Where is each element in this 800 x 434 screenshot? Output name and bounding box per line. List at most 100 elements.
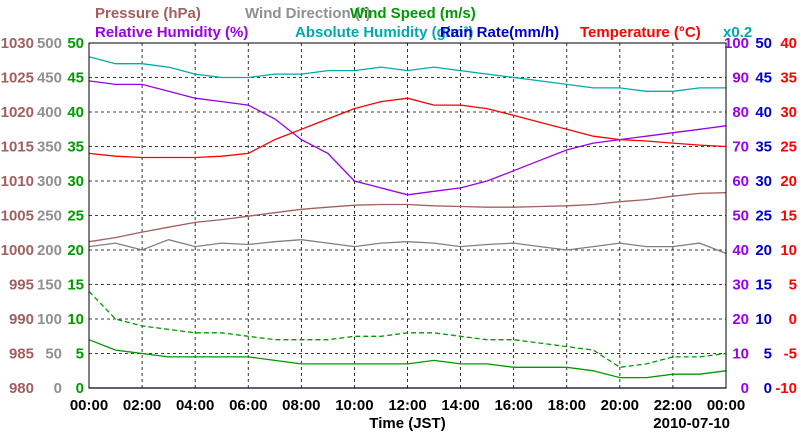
right-axes: 0102030405060708090100051015202530354045… [724,35,797,397]
temperature-tick-4: 10 [780,242,797,259]
legend-row2-3: Temperature (°C) [580,24,701,41]
pressure-tick-5: 1005 [1,208,34,225]
wind_speed-tick-5: 25 [67,208,84,225]
relative_humidity-tick-1: 10 [732,346,749,363]
series-wind-direction [88,239,727,255]
legend-row1-0: Pressure (hPa) [95,5,201,22]
relative_humidity-tick-4: 40 [732,242,749,259]
rain_rate-tick-5: 25 [755,208,772,225]
x-tick-1: 02:00 [123,397,161,414]
temperature-tick-0: -10 [775,380,797,397]
temperature-tick-9: 35 [780,70,797,87]
x-axis: 00:00 02:00 04:00 06:00 08:00 10:00 12:00 14:00… [70,397,745,432]
wind_speed-tick-8: 40 [67,104,84,121]
legend-row2-2: Rain Rate(mm/h) [440,24,559,41]
pressure-tick-0: 980 [9,380,34,397]
wind_speed-tick-3: 15 [67,277,84,294]
x-tick-11: 22:00 [654,397,692,414]
rain_rate-tick-2: 10 [755,311,772,328]
wind_speed-tick-6: 30 [67,173,84,190]
wind_direction-tick-10: 500 [37,35,62,52]
temperature-tick-5: 15 [780,208,797,225]
x-tick-12: 00:00 [707,397,745,414]
series-wind-speed [88,339,727,379]
wind_direction-tick-1: 50 [45,346,62,363]
wind_direction-tick-9: 450 [37,70,62,87]
temperature-tick-10: 40 [780,35,797,52]
plot-frame [88,42,727,389]
x-tick-6: 12:00 [388,397,426,414]
x-tick-0: 00:00 [70,397,108,414]
legend: Pressure (hPa) Wind Direction (°)Wind Spe… [95,5,752,41]
pressure-tick-9: 1025 [1,70,34,87]
wind_speed-tick-4: 20 [67,242,84,259]
legend-row2-4: x0.2 [723,24,752,41]
series-temperature [88,97,727,159]
wind_direction-tick-4: 200 [37,242,62,259]
wind_direction-tick-7: 350 [37,139,62,156]
wind_direction-tick-3: 150 [37,277,62,294]
relative_humidity-tick-3: 30 [732,277,749,294]
series-absolute-humidity-x0-2 [88,56,726,92]
wind_direction-tick-6: 300 [37,173,62,190]
pressure-tick-1: 985 [9,346,34,363]
x-tick-10: 20:00 [601,397,639,414]
x-tick-9: 18:00 [548,397,586,414]
pressure-tick-3: 995 [9,277,34,294]
pressure-tick-10: 1030 [1,35,34,52]
wind_direction-tick-0: 0 [54,380,62,397]
relative_humidity-tick-8: 80 [732,104,749,121]
series-pressure [88,192,727,243]
wind_direction-tick-5: 250 [37,208,62,225]
legend-row1-2: Wind Speed (m/s) [350,5,476,22]
x-tick-3: 06:00 [229,397,267,414]
temperature-tick-1: -5 [784,346,797,363]
x-tick-5: 10:00 [335,397,373,414]
relative_humidity-tick-7: 70 [732,139,749,156]
x-tick-4: 08:00 [282,397,320,414]
rain_rate-tick-0: 0 [764,380,772,397]
date-label: 2010-07-10 [653,415,730,432]
wind_speed-tick-2: 10 [67,311,84,328]
legend-row2-0: Relative Humidity (%) [95,24,248,41]
x-tick-8: 16:00 [494,397,532,414]
legend-row2-1: Absolute Humidity (g/m³) [295,24,473,41]
wind_speed-tick-7: 35 [67,139,84,156]
relative_humidity-tick-2: 20 [732,311,749,328]
grid [89,43,726,388]
wind_speed-tick-0: 0 [76,380,84,397]
rain_rate-tick-6: 30 [755,173,772,190]
temperature-tick-6: 20 [780,173,797,190]
pressure-tick-2: 990 [9,311,34,328]
rain_rate-tick-3: 15 [755,277,772,294]
temperature-tick-2: 0 [789,311,797,328]
left-axes: 9809859909951000100510101015102010251030… [1,35,84,397]
x-tick-7: 14:00 [441,397,479,414]
rain_rate-tick-4: 20 [755,242,772,259]
relative_humidity-tick-6: 60 [732,173,749,190]
relative_humidity-tick-10: 100 [724,35,749,52]
wind_speed-tick-10: 50 [67,35,84,52]
rain_rate-tick-10: 50 [755,35,772,52]
x-axis-label: Time (JST) [369,415,445,432]
pressure-tick-4: 1000 [1,242,34,259]
rain_rate-tick-1: 5 [764,346,772,363]
rain_rate-tick-7: 35 [755,139,772,156]
relative_humidity-tick-5: 50 [732,208,749,225]
series-wind-speed-gust [88,290,727,368]
x-tick-2: 04:00 [176,397,214,414]
temperature-tick-3: 5 [789,277,797,294]
relative_humidity-tick-0: 0 [741,380,749,397]
legend-row1-1: Wind Direction (°) [245,5,371,22]
wind_speed-tick-9: 45 [67,70,84,87]
temperature-tick-7: 25 [780,139,797,156]
wind_direction-tick-2: 100 [37,311,62,328]
relative_humidity-tick-9: 90 [732,70,749,87]
pressure-tick-8: 1020 [1,104,34,121]
pressure-tick-6: 1010 [1,173,34,190]
temperature-tick-8: 30 [780,104,797,121]
wind_speed-tick-1: 5 [76,346,84,363]
rain_rate-tick-8: 40 [755,104,772,121]
pressure-tick-7: 1015 [1,139,34,156]
